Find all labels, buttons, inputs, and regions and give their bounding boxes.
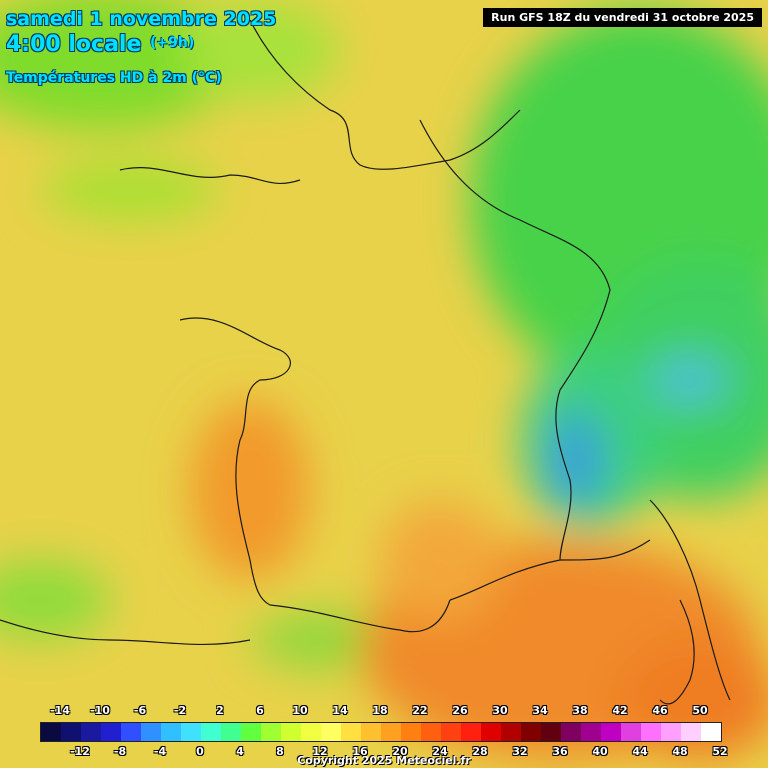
legend-tick-label: -12: [70, 745, 90, 758]
forecast-time: 4:00 locale: [6, 32, 142, 57]
color-legend: [40, 722, 722, 742]
legend-swatch: [461, 723, 481, 741]
legend-swatch: [121, 723, 141, 741]
legend-tick-label: 40: [592, 745, 608, 758]
legend-swatch: [541, 723, 561, 741]
legend-tick-label: 44: [632, 745, 648, 758]
legend-tick-label: 26: [452, 704, 468, 717]
legend-swatch: [641, 723, 661, 741]
legend-swatch: [361, 723, 381, 741]
legend-swatch: [581, 723, 601, 741]
legend-swatch: [141, 723, 161, 741]
run-label: Run GFS 18Z du vendredi 31 octobre 2025: [483, 8, 762, 27]
legend-tick-label: 30: [492, 704, 508, 717]
legend-swatch: [101, 723, 121, 741]
legend-swatch: [181, 723, 201, 741]
copyright: Copyright 2025 Meteociel.fr: [297, 754, 471, 767]
legend-swatch: [221, 723, 241, 741]
legend-swatch: [341, 723, 361, 741]
legend-tick-label: -4: [153, 745, 167, 758]
legend-tick-label: 14: [332, 704, 348, 717]
legend-swatch: [41, 723, 61, 741]
legend-tick-label: 48: [672, 745, 688, 758]
legend-swatch: [561, 723, 581, 741]
legend-swatch: [681, 723, 701, 741]
legend-swatch: [261, 723, 281, 741]
legend-swatch: [381, 723, 401, 741]
legend-swatch: [441, 723, 461, 741]
legend-tick-label: 34: [532, 704, 548, 717]
legend-swatch: [481, 723, 501, 741]
legend-swatch: [601, 723, 621, 741]
legend-swatch: [61, 723, 81, 741]
legend-swatch: [701, 723, 721, 741]
parameter-label: Températures HD à 2m (°C): [6, 70, 222, 86]
legend-tick-label: -10: [90, 704, 110, 717]
legend-tick-label: -2: [173, 704, 187, 717]
legend-tick-label: -6: [133, 704, 147, 717]
legend-top-labels: -14 -10 -6 -2 2 6 10 14 18 22 26 30 34 38 42 46 50: [40, 704, 720, 718]
legend-tick-label: 22: [412, 704, 428, 717]
forecast-date: samedi 1 novembre 2025: [6, 8, 277, 30]
legend-swatch: [521, 723, 541, 741]
legend-tick-label: 52: [712, 745, 728, 758]
legend-swatch: [321, 723, 341, 741]
legend-tick-label: 10: [292, 704, 308, 717]
legend-tick-label: 50: [692, 704, 708, 717]
legend-swatch: [161, 723, 181, 741]
legend-bottom-labels: -12 -8 -4 0 4 8 12 16 20 24 28 32 36 40 44 48 52: [40, 745, 728, 759]
legend-tick-label: 32: [512, 745, 528, 758]
legend-swatch: [421, 723, 441, 741]
legend-tick-label: 16: [352, 745, 368, 758]
legend-swatch: [281, 723, 301, 741]
legend-swatch: [401, 723, 421, 741]
legend-tick-label: 46: [652, 704, 668, 717]
legend-swatch: [81, 723, 101, 741]
legend-tick-label: 12: [312, 745, 328, 758]
legend-tick-label: 8: [276, 745, 284, 758]
forecast-offset: (+9h): [150, 35, 195, 51]
legend-tick-label: -14: [50, 704, 70, 717]
legend-tick-label: 36: [552, 745, 568, 758]
legend-swatch: [201, 723, 221, 741]
legend-tick-label: 18: [372, 704, 388, 717]
legend-tick-label: 4: [236, 745, 244, 758]
legend-tick-label: 2: [216, 704, 224, 717]
legend-swatch: [501, 723, 521, 741]
legend-tick-label: 20: [392, 745, 408, 758]
legend-tick-label: 42: [612, 704, 628, 717]
legend-tick-label: 6: [256, 704, 264, 717]
legend-tick-label: 24: [432, 745, 448, 758]
legend-tick-label: 0: [196, 745, 204, 758]
legend-tick-label: 28: [472, 745, 488, 758]
legend-swatch: [621, 723, 641, 741]
legend-swatch: [661, 723, 681, 741]
legend-tick-label: -8: [113, 745, 127, 758]
legend-swatch: [241, 723, 261, 741]
legend-swatch: [301, 723, 321, 741]
legend-tick-label: 38: [572, 704, 588, 717]
